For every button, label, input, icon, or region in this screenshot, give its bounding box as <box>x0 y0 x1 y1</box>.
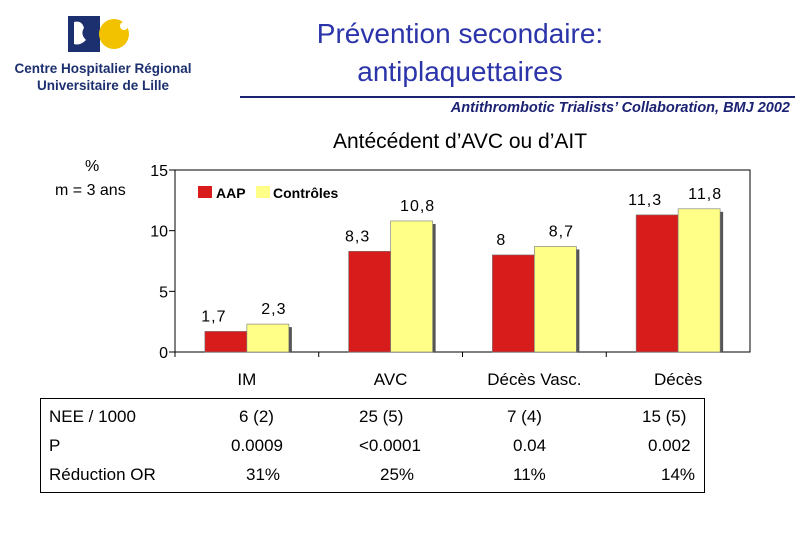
logo-line-2: Universitaire de Lille <box>36 78 170 93</box>
page-title-line-1: Prévention secondaire: <box>316 18 604 49</box>
y-tick-label: 10 <box>150 224 168 241</box>
table-row-label: Réduction OR <box>49 465 156 484</box>
header-divider <box>240 96 795 98</box>
logo-emblem-icon <box>68 16 129 52</box>
data-label: 2,3 <box>261 301 286 318</box>
hospital-logo: Centre Hospitalier Régional Universitair… <box>8 12 198 102</box>
table-cell: <0.0001 <box>359 436 421 455</box>
data-label: 11,8 <box>688 186 722 203</box>
data-label: 8,3 <box>345 228 370 245</box>
logo-line-1: Centre Hospitalier Régional <box>14 61 192 76</box>
table-cell: 25 (5) <box>359 407 404 426</box>
source-citation: Antithrombotic Trialists’ Collaboration,… <box>450 100 790 116</box>
legend-swatch-controles <box>256 186 270 198</box>
table-cell: 15 (5) <box>642 407 687 426</box>
table-cell: 11% <box>513 465 546 484</box>
bar-aap <box>492 254 535 353</box>
table-row-label: NEE / 1000 <box>49 407 136 426</box>
legend-label-controles: Contrôles <box>273 185 339 201</box>
table-cell: 0.04 <box>513 436 547 455</box>
legend-swatch-aap <box>198 186 212 198</box>
data-label: 8,7 <box>549 223 574 240</box>
bar-aap <box>635 214 679 353</box>
bar-controles <box>677 208 721 353</box>
y-axis-sublabel: m = 3 ans <box>55 182 126 199</box>
x-category-label: IM <box>237 370 256 389</box>
bar-aap <box>204 331 248 353</box>
data-label: 11,3 <box>628 192 662 209</box>
y-tick-label: 15 <box>150 163 168 180</box>
data-label: 10,8 <box>400 198 435 215</box>
table-cell: 7 (4) <box>507 407 542 426</box>
table-cell: 0.002 <box>648 436 691 455</box>
y-tick-label: 0 <box>159 345 168 362</box>
table-cell: 6 (2) <box>239 407 274 426</box>
y-tick-label: 5 <box>159 284 168 301</box>
table-row-label: P <box>49 436 61 455</box>
chart-title: Antécédent d’AVC ou d’AIT <box>332 130 588 153</box>
bar-controles <box>534 246 577 353</box>
table-cell: 25% <box>380 465 415 484</box>
x-category-label: AVC <box>374 370 408 389</box>
stats-table: NEE / 1000 P Réduction OR 6 (2) 25 (5) 7… <box>40 398 705 493</box>
legend-label-aap: AAP <box>216 185 246 201</box>
table-cell: 31% <box>246 465 281 484</box>
x-category-label: Décès <box>654 370 702 389</box>
bar-controles <box>246 323 290 353</box>
page-title-line-2: antiplaquettaires <box>357 56 563 87</box>
table-cell: 14% <box>661 465 696 484</box>
table-cell: 0.0009 <box>231 436 283 455</box>
y-axis-label: % <box>85 158 100 175</box>
bar-controles <box>390 220 433 353</box>
data-label: 8 <box>496 232 506 249</box>
x-category-label: Décès Vasc. <box>487 370 581 389</box>
bar-chart: 0 5 10 15 1,7 2,3 IM 8,3 10,8 AVC 8 8,7 Décès Vasc. 1… <box>150 163 751 389</box>
bar-aap <box>348 250 391 353</box>
data-label: 1,7 <box>201 308 226 325</box>
